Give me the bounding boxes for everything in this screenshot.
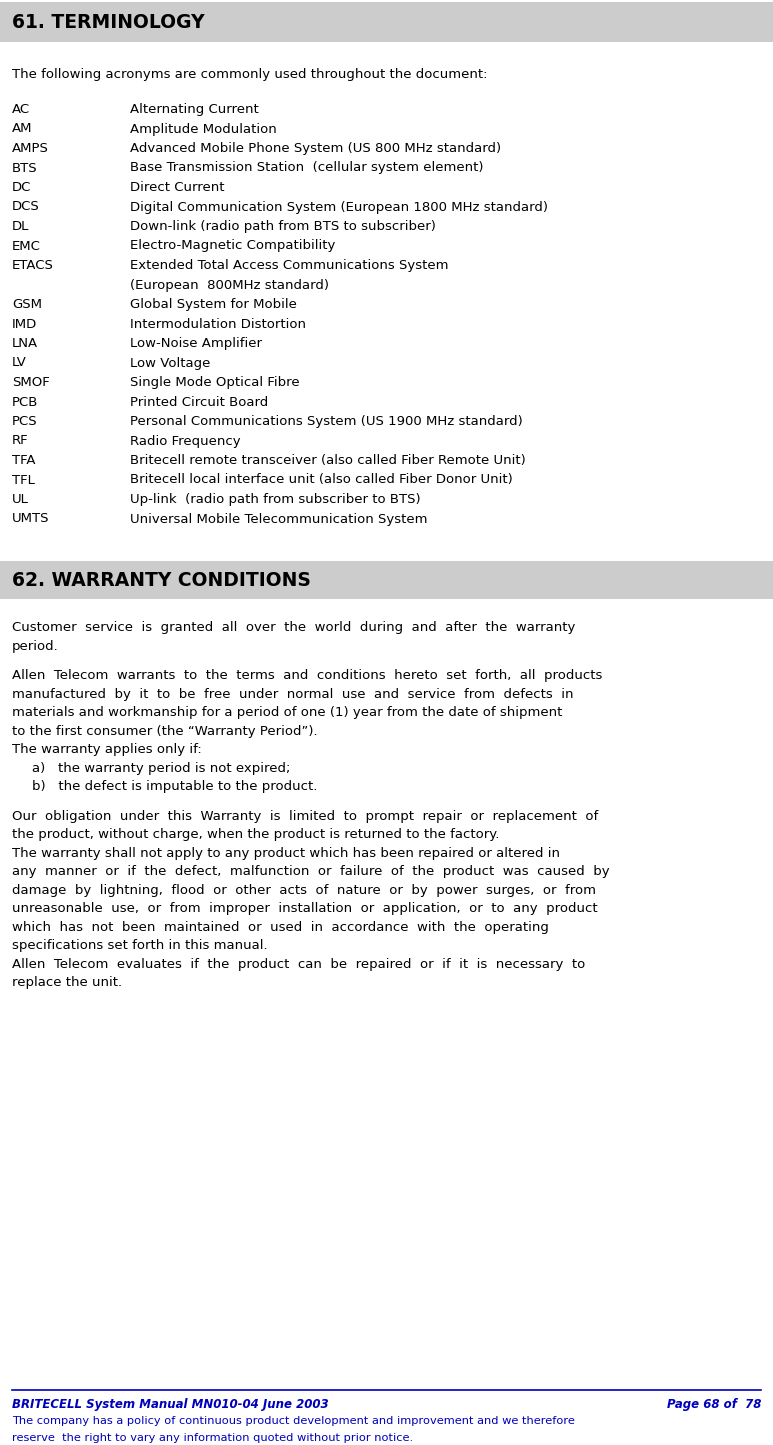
Text: damage  by  lightning,  flood  or  other  acts  of  nature  or  by  power  surge: damage by lightning, flood or other acts… bbox=[12, 884, 596, 897]
Text: Up-link  (radio path from subscriber to BTS): Up-link (radio path from subscriber to B… bbox=[130, 493, 421, 506]
Text: Personal Communications System (US 1900 MHz standard): Personal Communications System (US 1900 … bbox=[130, 415, 523, 428]
Text: Digital Communication System (European 1800 MHz standard): Digital Communication System (European 1… bbox=[130, 201, 548, 214]
Text: Low-Noise Amplifier: Low-Noise Amplifier bbox=[130, 337, 262, 350]
Text: Down-link (radio path from BTS to subscriber): Down-link (radio path from BTS to subscr… bbox=[130, 220, 436, 233]
Text: DCS: DCS bbox=[12, 201, 39, 214]
Text: Electro-Magnetic Compatibility: Electro-Magnetic Compatibility bbox=[130, 240, 335, 253]
Text: which  has  not  been  maintained  or  used  in  accordance  with  the  operatin: which has not been maintained or used in… bbox=[12, 920, 549, 933]
Text: replace the unit.: replace the unit. bbox=[12, 977, 122, 990]
Text: AM: AM bbox=[12, 123, 32, 136]
Text: Global System for Mobile: Global System for Mobile bbox=[130, 298, 297, 311]
Text: TFA: TFA bbox=[12, 454, 36, 467]
Bar bbox=[0, 561, 773, 600]
Text: the product, without charge, when the product is returned to the factory.: the product, without charge, when the pr… bbox=[12, 828, 499, 841]
Text: The warranty applies only if:: The warranty applies only if: bbox=[12, 743, 202, 756]
Text: reserve  the right to vary any information quoted without prior notice.: reserve the right to vary any informatio… bbox=[12, 1433, 413, 1444]
Text: DC: DC bbox=[12, 181, 32, 194]
Text: AC: AC bbox=[12, 103, 30, 116]
Text: GSM: GSM bbox=[12, 298, 42, 311]
Text: TFL: TFL bbox=[12, 474, 35, 487]
Text: Direct Current: Direct Current bbox=[130, 181, 224, 194]
Text: period.: period. bbox=[12, 640, 59, 653]
Text: unreasonable  use,  or  from  improper  installation  or  application,  or  to  : unreasonable use, or from improper insta… bbox=[12, 903, 598, 916]
Text: (European  800MHz standard): (European 800MHz standard) bbox=[130, 279, 329, 292]
Text: The following acronyms are commonly used throughout the document:: The following acronyms are commonly used… bbox=[12, 68, 488, 81]
Text: Page 68 of  78: Page 68 of 78 bbox=[666, 1397, 761, 1410]
Text: Britecell remote transceiver (also called Fiber Remote Unit): Britecell remote transceiver (also calle… bbox=[130, 454, 526, 467]
Text: The company has a policy of continuous product development and improvement and w: The company has a policy of continuous p… bbox=[12, 1416, 575, 1426]
Text: Printed Circuit Board: Printed Circuit Board bbox=[130, 396, 268, 409]
Text: Low Voltage: Low Voltage bbox=[130, 357, 210, 370]
Text: b)   the defect is imputable to the product.: b) the defect is imputable to the produc… bbox=[32, 780, 318, 793]
Text: UMTS: UMTS bbox=[12, 513, 49, 526]
Text: PCS: PCS bbox=[12, 415, 38, 428]
Text: Advanced Mobile Phone System (US 800 MHz standard): Advanced Mobile Phone System (US 800 MHz… bbox=[130, 142, 501, 155]
Text: The warranty shall not apply to any product which has been repaired or altered i: The warranty shall not apply to any prod… bbox=[12, 847, 560, 860]
Text: manufactured  by  it  to  be  free  under  normal  use  and  service  from  defe: manufactured by it to be free under norm… bbox=[12, 688, 574, 701]
Text: Universal Mobile Telecommunication System: Universal Mobile Telecommunication Syste… bbox=[130, 513, 427, 526]
Text: Customer  service  is  granted  all  over  the  world  during  and  after  the  : Customer service is granted all over the… bbox=[12, 621, 575, 634]
Text: 61. TERMINOLOGY: 61. TERMINOLOGY bbox=[12, 13, 205, 32]
Text: materials and workmanship for a period of one (1) year from the date of shipment: materials and workmanship for a period o… bbox=[12, 707, 563, 720]
Text: Britecell local interface unit (also called Fiber Donor Unit): Britecell local interface unit (also cal… bbox=[130, 474, 512, 487]
Text: IMD: IMD bbox=[12, 318, 37, 331]
Text: Amplitude Modulation: Amplitude Modulation bbox=[130, 123, 277, 136]
Text: ETACS: ETACS bbox=[12, 259, 54, 272]
Text: BTS: BTS bbox=[12, 162, 38, 175]
Text: Our  obligation  under  this  Warranty  is  limited  to  prompt  repair  or  rep: Our obligation under this Warranty is li… bbox=[12, 811, 598, 824]
Text: Allen  Telecom  evaluates  if  the  product  can  be  repaired  or  if  it  is  : Allen Telecom evaluates if the product c… bbox=[12, 958, 585, 971]
Text: SMOF: SMOF bbox=[12, 376, 49, 389]
Text: BRITECELL System Manual MN010-04 June 2003: BRITECELL System Manual MN010-04 June 20… bbox=[12, 1397, 329, 1410]
Text: PCB: PCB bbox=[12, 396, 39, 409]
Text: DL: DL bbox=[12, 220, 29, 233]
Text: Allen  Telecom  warrants  to  the  terms  and  conditions  hereto  set  forth,  : Allen Telecom warrants to the terms and … bbox=[12, 669, 602, 682]
Text: to the first consumer (the “Warranty Period”).: to the first consumer (the “Warranty Per… bbox=[12, 725, 318, 738]
Text: Alternating Current: Alternating Current bbox=[130, 103, 259, 116]
Text: Extended Total Access Communications System: Extended Total Access Communications Sys… bbox=[130, 259, 448, 272]
Text: Base Transmission Station  (cellular system element): Base Transmission Station (cellular syst… bbox=[130, 162, 483, 175]
Text: Radio Frequency: Radio Frequency bbox=[130, 435, 240, 448]
Text: AMPS: AMPS bbox=[12, 142, 49, 155]
Bar bbox=[0, 1, 773, 42]
Text: a)   the warranty period is not expired;: a) the warranty period is not expired; bbox=[32, 762, 291, 775]
Text: Single Mode Optical Fibre: Single Mode Optical Fibre bbox=[130, 376, 300, 389]
Text: UL: UL bbox=[12, 493, 29, 506]
Text: RF: RF bbox=[12, 435, 29, 448]
Text: EMC: EMC bbox=[12, 240, 41, 253]
Text: LV: LV bbox=[12, 357, 27, 370]
Text: specifications set forth in this manual.: specifications set forth in this manual. bbox=[12, 939, 267, 952]
Text: Intermodulation Distortion: Intermodulation Distortion bbox=[130, 318, 306, 331]
Text: 62. WARRANTY CONDITIONS: 62. WARRANTY CONDITIONS bbox=[12, 571, 311, 590]
Text: any  manner  or  if  the  defect,  malfunction  or  failure  of  the  product  w: any manner or if the defect, malfunction… bbox=[12, 866, 610, 879]
Text: LNA: LNA bbox=[12, 337, 38, 350]
